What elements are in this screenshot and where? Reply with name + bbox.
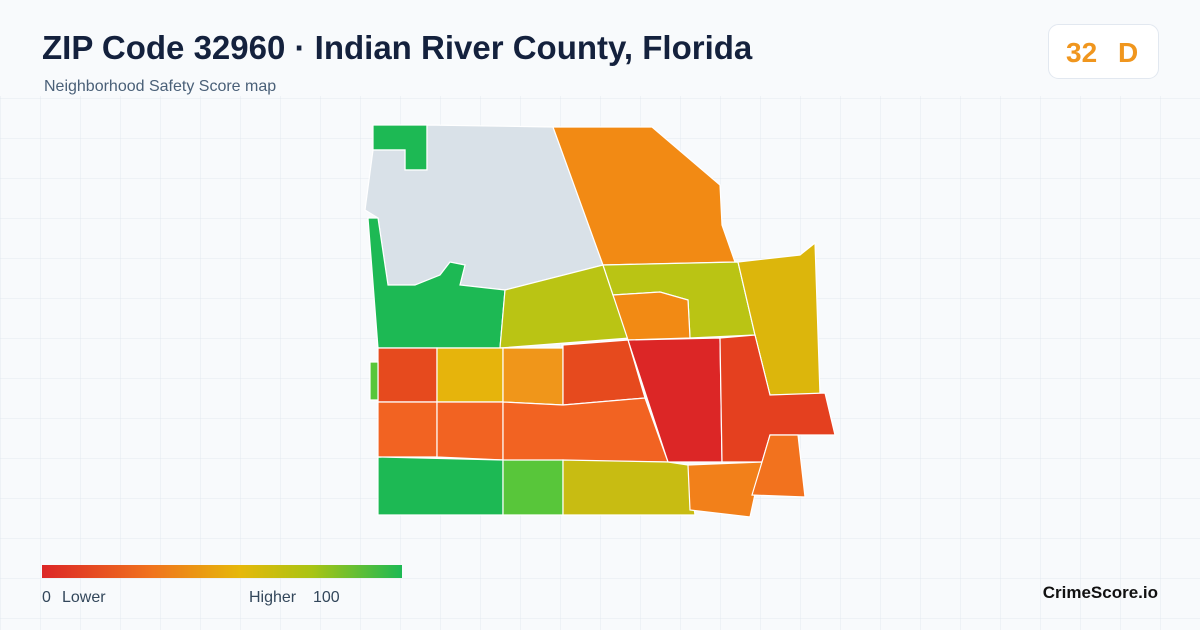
score-value: 32 [1066,37,1097,68]
neighborhoods [364,124,836,518]
neighborhood [436,401,504,461]
subtitle: Neighborhood Safety Score map [44,78,276,95]
legend-gradient [42,565,402,578]
neighborhood [377,456,504,516]
neighborhood [436,347,504,403]
neighborhood [751,434,806,498]
legend-min-value: 0 [42,589,51,606]
neighborhood [719,334,836,463]
legend-min-label: Lower [62,589,106,606]
legend-max-value: 100 [313,589,340,606]
neighborhood [377,347,438,403]
neighborhood [502,397,669,463]
neighborhood [502,347,564,406]
neighborhood [687,461,763,518]
legend-max-label: Higher [249,589,297,606]
score-badge [1048,24,1159,79]
neighborhood [369,361,379,401]
neighborhood [612,291,691,341]
neighborhood [377,401,438,458]
neighborhood [562,459,696,516]
neighborhood [502,459,564,516]
brand: CrimeScore.io [1043,583,1158,602]
score-grade: D [1118,37,1138,68]
title: ZIP Code 32960 · Indian River County, Fl… [42,29,753,66]
